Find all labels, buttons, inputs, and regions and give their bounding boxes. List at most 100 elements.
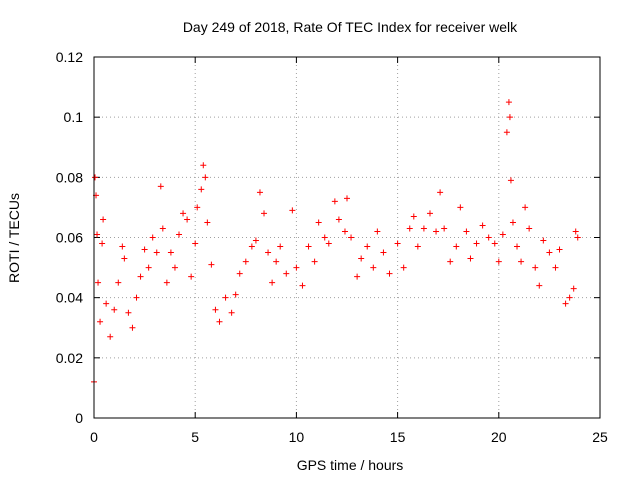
data-point xyxy=(145,264,152,271)
chart-title: Day 249 of 2018, Rate Of TEC Index for r… xyxy=(183,19,518,35)
data-point xyxy=(321,234,328,241)
data-point xyxy=(495,258,502,265)
data-point xyxy=(228,309,235,316)
data-point xyxy=(420,225,427,232)
data-point xyxy=(216,318,223,325)
data-point xyxy=(163,279,170,286)
data-point xyxy=(261,210,268,217)
data-point xyxy=(437,189,444,196)
data-point xyxy=(141,246,148,253)
data-point xyxy=(208,261,215,268)
grid-lines xyxy=(94,57,600,418)
data-point xyxy=(325,240,332,247)
data-point xyxy=(289,207,296,214)
data-point xyxy=(572,228,579,235)
data-point xyxy=(315,219,322,226)
y-tick-label: 0.02 xyxy=(56,350,83,366)
data-point xyxy=(491,240,498,247)
data-point xyxy=(562,300,569,307)
data-point xyxy=(198,186,205,193)
data-point xyxy=(540,237,547,244)
data-point xyxy=(200,162,207,169)
data-point xyxy=(119,243,126,250)
data-point xyxy=(212,306,219,313)
data-point xyxy=(505,99,512,106)
data-point xyxy=(100,216,107,223)
data-point xyxy=(503,129,510,136)
data-point xyxy=(277,243,284,250)
x-axis-label: GPS time / hours xyxy=(297,457,404,473)
data-point xyxy=(265,249,272,256)
data-point xyxy=(107,333,114,340)
data-point xyxy=(457,204,464,211)
data-point xyxy=(256,189,263,196)
data-point xyxy=(566,294,573,301)
x-tick-label: 0 xyxy=(90,429,98,445)
data-point xyxy=(463,228,470,235)
x-tick-label: 20 xyxy=(491,429,507,445)
data-point xyxy=(526,225,533,232)
data-point xyxy=(532,264,539,271)
data-point xyxy=(202,174,209,181)
data-point xyxy=(111,306,118,313)
data-point xyxy=(305,243,312,250)
data-point xyxy=(479,222,486,229)
data-point xyxy=(159,225,166,232)
data-point xyxy=(171,264,178,271)
data-point xyxy=(552,264,559,271)
data-point xyxy=(167,249,174,256)
data-point xyxy=(92,174,99,181)
tick-labels: 0 5 10 15 20 25 0 0.02 0.04 0.06 0.08 0.1 0.12 xyxy=(56,49,608,445)
data-point xyxy=(485,234,492,241)
data-point xyxy=(341,228,348,235)
x-tick-label: 25 xyxy=(592,429,608,445)
data-point xyxy=(283,270,290,277)
y-tick-label: 0.12 xyxy=(56,49,83,65)
data-point xyxy=(354,273,361,280)
data-point xyxy=(242,258,249,265)
data-point xyxy=(348,234,355,241)
data-point xyxy=(467,255,474,262)
data-point xyxy=(149,234,156,241)
data-point xyxy=(536,282,543,289)
data-point xyxy=(176,231,183,238)
data-point xyxy=(406,225,413,232)
plot-frame xyxy=(93,56,601,419)
data-point xyxy=(188,273,195,280)
data-point xyxy=(358,255,365,262)
data-point xyxy=(95,279,102,286)
data-point xyxy=(299,282,306,289)
data-point xyxy=(157,183,164,190)
data-point xyxy=(192,240,199,247)
data-point xyxy=(522,204,529,211)
data-point xyxy=(400,264,407,271)
data-point xyxy=(447,258,454,265)
y-tick-label: 0.04 xyxy=(56,290,83,306)
data-point xyxy=(370,264,377,271)
data-point xyxy=(194,204,201,211)
data-point xyxy=(433,228,440,235)
data-point xyxy=(103,300,110,307)
data-point xyxy=(507,177,514,184)
x-tick-label: 15 xyxy=(390,429,406,445)
data-point xyxy=(97,318,104,325)
data-point xyxy=(137,273,144,280)
data-point xyxy=(509,219,516,226)
y-tick-label: 0.06 xyxy=(56,230,83,246)
data-point xyxy=(269,279,276,286)
data-point xyxy=(570,285,577,292)
data-point xyxy=(556,246,563,253)
data-points xyxy=(91,99,581,385)
data-point xyxy=(514,243,521,250)
y-tick-label: 0.08 xyxy=(56,169,83,185)
data-point xyxy=(574,234,581,241)
data-point xyxy=(248,243,255,250)
data-point xyxy=(410,213,417,220)
data-point xyxy=(180,210,187,217)
data-point xyxy=(394,240,401,247)
data-point xyxy=(311,258,318,265)
data-point xyxy=(546,249,553,256)
data-point xyxy=(344,195,350,202)
y-axis-label: ROTI / TECUs xyxy=(6,193,22,283)
